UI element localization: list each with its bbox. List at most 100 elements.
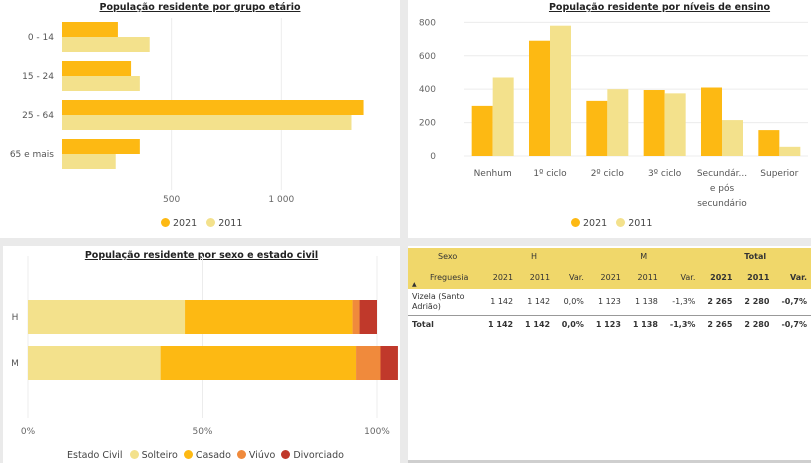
col-m-2021: 2021 — [600, 272, 621, 282]
col-m-var: Var. — [680, 272, 696, 282]
x-tick-label: secundário — [697, 199, 747, 209]
cell-m-var: -1,3% — [672, 297, 696, 307]
y-tick-label: 800 — [419, 18, 436, 28]
total-total-2011: 2 280 — [744, 319, 770, 329]
bar-2011 — [664, 93, 686, 156]
col-m-2011: 2011 — [637, 272, 658, 282]
bar-2011 — [62, 154, 116, 169]
cell-m-2021: 1 123 — [597, 297, 621, 307]
x-tick-label: 1 000 — [268, 195, 294, 205]
legend-swatch-viuvo — [236, 450, 246, 459]
cell-total-2021: 2 265 — [707, 297, 733, 307]
legend-swatch-casado — [183, 450, 193, 459]
header-group-total: Total — [744, 252, 767, 261]
bar-segment-casado — [185, 300, 353, 334]
legend-swatch-2011 — [616, 218, 626, 227]
total-total-2021: 2 265 — [707, 319, 733, 329]
col-h-var: Var. — [569, 272, 584, 282]
header-freguesia[interactable]: Freguesia ▲ — [408, 265, 480, 289]
x-tick-label: Secundár... — [697, 169, 747, 179]
col-h-2011: 2011 — [529, 272, 551, 282]
total-total-var: -0,7% — [781, 319, 807, 329]
education-chart-title: População residente por níveis de ensino — [548, 2, 771, 13]
col-total-var: Var. — [790, 272, 807, 282]
x-tick-label: Superior — [760, 169, 798, 179]
header-freguesia-label: Freguesia — [430, 272, 469, 282]
bar-2011 — [62, 37, 150, 52]
bar-2021 — [471, 105, 493, 156]
legend-swatch-2011 — [206, 218, 216, 227]
x-tick-label: 0% — [21, 427, 36, 437]
legend-swatch-divorciado — [281, 450, 291, 459]
x-tick-label: 2º ciclo — [591, 169, 625, 179]
education-chart-legend: 2021 2011 — [565, 218, 652, 229]
y-tick-label: 600 — [419, 52, 436, 62]
bar-2011 — [62, 76, 140, 91]
total-h-var: 0,0% — [561, 319, 584, 329]
total-m-2021: 1 123 — [595, 319, 621, 329]
legend-swatch-solteiro — [129, 450, 139, 459]
bar-segment-solteiro — [28, 346, 161, 380]
bar-2011 — [607, 89, 629, 156]
civil-status-panel: População residente por sexo e estado ci… — [3, 246, 400, 463]
age-chart-legend: 2021 2011 — [155, 218, 242, 229]
civil-chart-title: População residente por sexo e estado ci… — [84, 250, 319, 261]
legend-swatch-2021 — [571, 218, 580, 227]
y-tick-label: 65 e mais — [10, 150, 54, 160]
y-tick-label: 400 — [419, 85, 436, 95]
age-group-chart: 500 1 000 0 - 14 15 - 24 25 - 64 65 e mais — [10, 18, 364, 205]
cell-h-2011: 1 142 — [527, 297, 551, 307]
x-tick-label: e pós — [710, 183, 735, 194]
cell-total-var: -0,7% — [781, 297, 807, 307]
x-tick-label: 100% — [364, 427, 390, 437]
bar-2011 — [550, 25, 571, 156]
horizontal-scrollbar[interactable] — [408, 460, 811, 463]
header-sexo: Sexo — [438, 252, 458, 261]
legend-label-viuvo: Viúvo — [248, 450, 276, 461]
total-m-2011: 1 138 — [632, 319, 658, 329]
bar-segment-divorciado — [380, 346, 398, 380]
legend-label-divorciado: Divorciado — [293, 450, 344, 461]
bar-2021 — [529, 40, 550, 156]
legend-label-2011: 2011 — [628, 218, 653, 229]
legend-label-2021: 2021 — [583, 218, 608, 229]
header-group-h: H — [530, 252, 537, 261]
col-total-2021: 2021 — [710, 272, 733, 282]
bar-2021 — [643, 90, 665, 156]
cell-h-var: 0,0% — [563, 297, 584, 307]
sort-ascending-icon[interactable]: ▲ — [412, 281, 417, 288]
y-tick-label: 200 — [419, 119, 436, 129]
y-tick-label: H — [12, 313, 19, 323]
y-tick-label: 0 — [430, 152, 436, 162]
total-h-2011: 1 142 — [525, 319, 551, 329]
legend-label-2021: 2021 — [173, 218, 198, 229]
bar-segment-casado — [160, 346, 357, 380]
legend-swatch-2021 — [161, 218, 170, 227]
bar-2021 — [62, 139, 140, 154]
row-label-line-1: Vizela (Santo — [412, 291, 465, 301]
bar-segment-divorciado — [359, 300, 377, 334]
legend-label-2011: 2011 — [218, 218, 243, 229]
bar-2021 — [62, 61, 132, 76]
row-label-line-2: Adrião) — [412, 301, 441, 311]
bar-2021 — [586, 100, 608, 156]
y-tick-label: 0 - 14 — [28, 33, 54, 43]
bar-segment-viúvo — [352, 300, 360, 334]
total-label: Total — [412, 319, 434, 329]
y-tick-label: 25 - 64 — [22, 111, 54, 121]
population-table-panel: Sexo H M Total Freguesia ▲ 2021 2011 Var… — [408, 246, 811, 463]
x-tick-label: 500 — [163, 195, 180, 205]
x-tick-label: 3º ciclo — [648, 169, 682, 179]
total-h-2021: 1 142 — [488, 319, 514, 329]
bar-segment-solteiro — [28, 300, 186, 334]
table-total-row: Total 1 142 1 142 0,0% 1 123 1 138 -1,3%… — [408, 315, 811, 333]
population-matrix: Sexo H M Total Freguesia ▲ 2021 2011 Var… — [408, 248, 811, 333]
civil-status-chart: 0% 50% 100% H M — [11, 256, 398, 437]
table-row: Vizela (Santo Adrião) 1 142 1 142 0,0% 1… — [408, 289, 811, 315]
table-header-row-sexo: Sexo H M Total — [408, 248, 811, 265]
education-panel: População residente por níveis de ensino… — [408, 0, 811, 238]
legend-title: Estado Civil — [67, 450, 123, 461]
cell-h-2021: 1 142 — [490, 297, 514, 307]
bar-2011 — [779, 146, 801, 156]
bar-2021 — [701, 87, 722, 156]
